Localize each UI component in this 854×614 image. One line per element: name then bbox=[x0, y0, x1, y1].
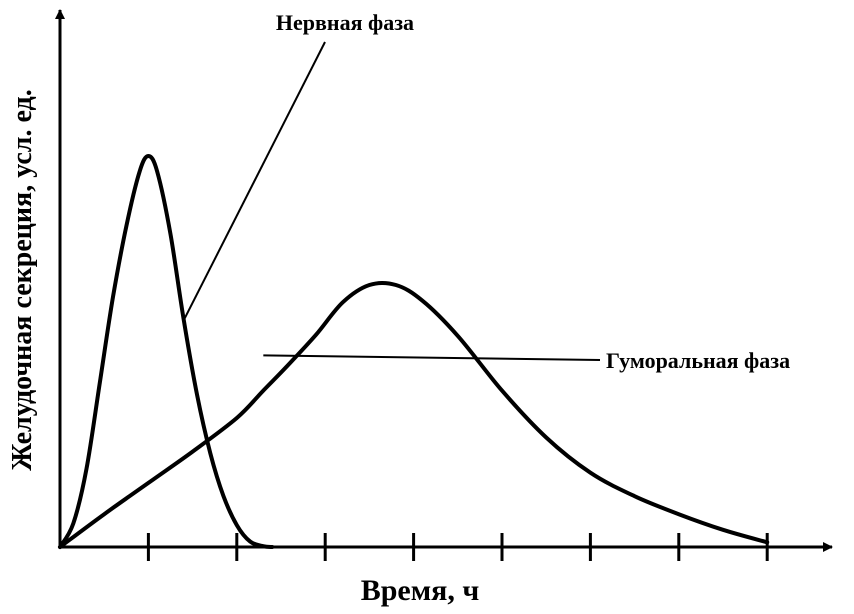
series-nervous-phase-line bbox=[58, 154, 275, 549]
annotation-humoral-phase-leader bbox=[263, 354, 601, 361]
series-humoral-phase-line bbox=[58, 280, 770, 549]
y-axis-label: Желудочная секреция, усл. ед. bbox=[7, 89, 38, 470]
x-axis-label: Время, ч bbox=[361, 574, 480, 607]
annotation-nervous-phase-label: Нервная фаза bbox=[276, 10, 414, 35]
annotation-humoral-phase-label: Гуморальная фаза bbox=[606, 348, 790, 373]
annotation-nervous-phase-leader bbox=[182, 41, 326, 321]
